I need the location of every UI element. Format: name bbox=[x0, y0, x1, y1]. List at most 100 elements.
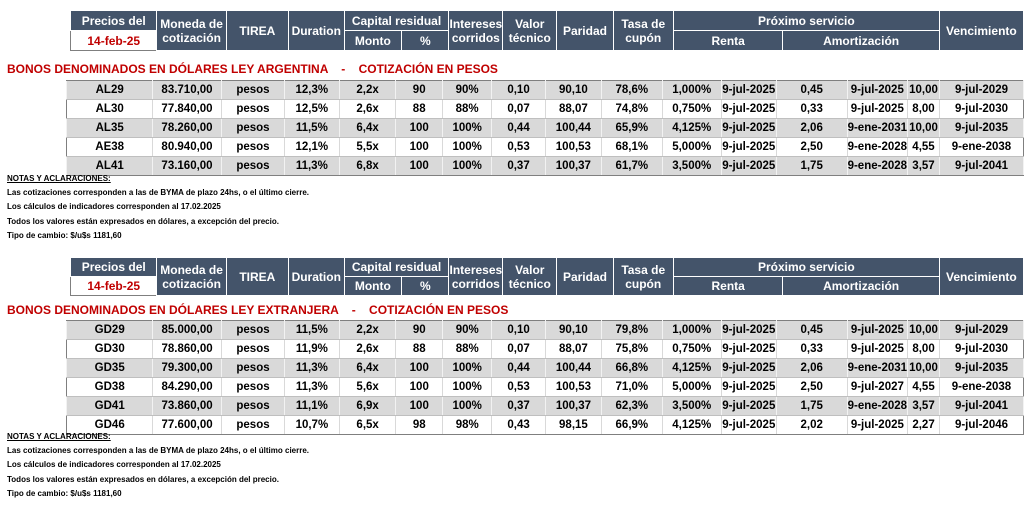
precios-del-label: Precios del bbox=[69, 10, 158, 31]
row-spacer bbox=[0, 320, 67, 340]
bond-table-ley-extranjera: GD29 85.000,00 pesos 11,5% 2,2x 90 90% 0,10 90,1… bbox=[0, 320, 1024, 435]
notes-heading: NOTAS Y ACLARACIONES: bbox=[7, 174, 111, 183]
cell-duration: 6,8x bbox=[338, 156, 397, 176]
cell-ticker: AL29 bbox=[66, 80, 153, 100]
cell-pct: 100% bbox=[442, 358, 493, 378]
cell-ticker: GD41 bbox=[66, 396, 153, 416]
cell-duration: 2,2x bbox=[338, 320, 397, 340]
section-title: BONOS DENOMINADOS EN DÓLARES LEY ARGENTI… bbox=[7, 62, 498, 76]
cell-ticker: GD29 bbox=[66, 320, 153, 340]
cell-intereses: 0,53 bbox=[491, 377, 546, 397]
cell-duration: 6,4x bbox=[338, 118, 397, 138]
tasa-cupon-header: Tasa de cupón bbox=[612, 10, 674, 51]
cell-intereses: 0,44 bbox=[491, 358, 546, 378]
cell-intereses: 0,44 bbox=[491, 118, 546, 138]
cell-precio: 85.000,00 bbox=[151, 320, 223, 340]
cell-paridad: 75,8% bbox=[600, 339, 663, 359]
cell-duration: 2,2x bbox=[338, 80, 397, 100]
cell-duration: 6,9x bbox=[338, 396, 397, 416]
cell-monto: 100 bbox=[395, 358, 444, 378]
cell-renta-valor: 2,06 bbox=[775, 118, 848, 138]
cell-tirea: 12,1% bbox=[283, 137, 340, 157]
cell-pct: 90% bbox=[442, 320, 493, 340]
cell-valor-tecnico: 100,44 bbox=[544, 358, 602, 378]
duration-header: Duration bbox=[287, 10, 345, 51]
renta-header: Renta bbox=[672, 30, 784, 51]
cell-vencimiento: 9-jul-2035 bbox=[938, 358, 1024, 378]
cell-amort-fecha: 9-ene-2028 bbox=[846, 156, 909, 176]
cell-vencimiento: 9-jul-2046 bbox=[938, 415, 1024, 435]
cell-intereses: 0,07 bbox=[491, 339, 546, 359]
cell-intereses: 0,07 bbox=[491, 99, 546, 119]
cell-amort-fecha: 9-jul-2027 bbox=[846, 377, 909, 397]
header-table-ley-argentina: Precios del Moneda de cotización TIREA D… bbox=[69, 10, 1024, 51]
cell-renta-valor: 0,45 bbox=[775, 320, 848, 340]
moneda-header: Moneda de cotización bbox=[156, 257, 227, 296]
cell-monto: 100 bbox=[395, 377, 444, 397]
cell-duration: 6,5x bbox=[338, 415, 397, 435]
proximo-servicio-header: Próximo servicio bbox=[672, 257, 940, 277]
cell-renta-fecha: 9-jul-2025 bbox=[720, 396, 777, 416]
cell-amort-fecha: 9-jul-2025 bbox=[846, 80, 909, 100]
cell-pct: 100% bbox=[442, 137, 493, 157]
amortizacion-header: Amortización bbox=[782, 276, 940, 296]
cell-ticker: AL35 bbox=[66, 118, 153, 138]
capital-residual-header: Capital residual bbox=[343, 257, 450, 277]
cell-moneda: pesos bbox=[221, 377, 285, 397]
cell-amort-valor: 4,55 bbox=[907, 137, 940, 157]
cell-tirea: 11,3% bbox=[283, 377, 340, 397]
notes-heading: NOTAS Y ACLARACIONES: bbox=[7, 432, 111, 441]
price-date: 14-feb-25 bbox=[69, 276, 158, 296]
cell-vencimiento: 9-ene-2038 bbox=[938, 137, 1024, 157]
note-line: Las cotizaciones corresponden a las de B… bbox=[7, 188, 310, 198]
cell-tasa-cupon: 0,750% bbox=[661, 339, 722, 359]
section-title: BONOS DENOMINADOS EN DÓLARES LEY EXTRANJ… bbox=[7, 303, 509, 317]
cell-pct: 100% bbox=[442, 377, 493, 397]
cell-paridad: 68,1% bbox=[600, 137, 663, 157]
valor-tecnico-header: Valor técnico bbox=[502, 257, 558, 296]
cell-moneda: pesos bbox=[221, 99, 285, 119]
cell-intereses: 0,10 bbox=[491, 80, 546, 100]
cell-valor-tecnico: 100,44 bbox=[544, 118, 602, 138]
table-row: GD38 84.290,00 pesos 11,3% 5,6x 100 100% 0,53 10… bbox=[0, 377, 1024, 397]
cell-amort-valor: 3,57 bbox=[907, 396, 940, 416]
cell-valor-tecnico: 90,10 bbox=[544, 80, 602, 100]
cell-amort-fecha: 9-ene-2031 bbox=[846, 358, 909, 378]
table-row: GD30 78.860,00 pesos 11,9% 2,6x 88 88% 0,07 88,0… bbox=[0, 339, 1024, 359]
table-row: GD41 73.860,00 pesos 11,1% 6,9x 100 100% 0,37 10… bbox=[0, 396, 1024, 416]
cell-tasa-cupon: 5,000% bbox=[661, 377, 722, 397]
monto-header: Monto bbox=[343, 30, 403, 51]
cell-tasa-cupon: 4,125% bbox=[661, 358, 722, 378]
cell-moneda: pesos bbox=[221, 415, 285, 435]
paridad-header: Paridad bbox=[556, 10, 614, 51]
cell-precio: 79.300,00 bbox=[151, 358, 223, 378]
amortizacion-header: Amortización bbox=[782, 30, 940, 51]
note-line: Los cálculos de indicadores corresponden… bbox=[7, 460, 221, 470]
cell-tasa-cupon: 1,000% bbox=[661, 80, 722, 100]
cell-duration: 2,6x bbox=[338, 339, 397, 359]
cell-intereses: 0,37 bbox=[491, 156, 546, 176]
cell-monto: 90 bbox=[395, 80, 444, 100]
vencimiento-header: Vencimiento bbox=[938, 10, 1024, 51]
pct-header: % bbox=[401, 276, 450, 296]
cell-ticker: AE38 bbox=[66, 137, 153, 157]
cell-renta-valor: 2,06 bbox=[775, 358, 848, 378]
cell-renta-valor: 1,75 bbox=[775, 156, 848, 176]
cell-monto: 100 bbox=[395, 396, 444, 416]
cell-tirea: 11,5% bbox=[283, 320, 340, 340]
cell-tasa-cupon: 5,000% bbox=[661, 137, 722, 157]
row-spacer bbox=[0, 137, 67, 157]
cell-renta-valor: 0,45 bbox=[775, 80, 848, 100]
cell-duration: 6,4x bbox=[338, 358, 397, 378]
cell-intereses: 0,43 bbox=[491, 415, 546, 435]
cell-renta-valor: 2,50 bbox=[775, 377, 848, 397]
intereses-header: Intereses corridos bbox=[448, 257, 504, 296]
precios-del-label: Precios del bbox=[69, 257, 158, 277]
cell-renta-fecha: 9-jul-2025 bbox=[720, 339, 777, 359]
cell-ticker: AL30 bbox=[66, 99, 153, 119]
cell-paridad: 71,0% bbox=[600, 377, 663, 397]
cell-amort-valor: 10,00 bbox=[907, 80, 940, 100]
cell-renta-fecha: 9-jul-2025 bbox=[720, 377, 777, 397]
cell-valor-tecnico: 98,15 bbox=[544, 415, 602, 435]
cell-renta-fecha: 9-jul-2025 bbox=[720, 118, 777, 138]
